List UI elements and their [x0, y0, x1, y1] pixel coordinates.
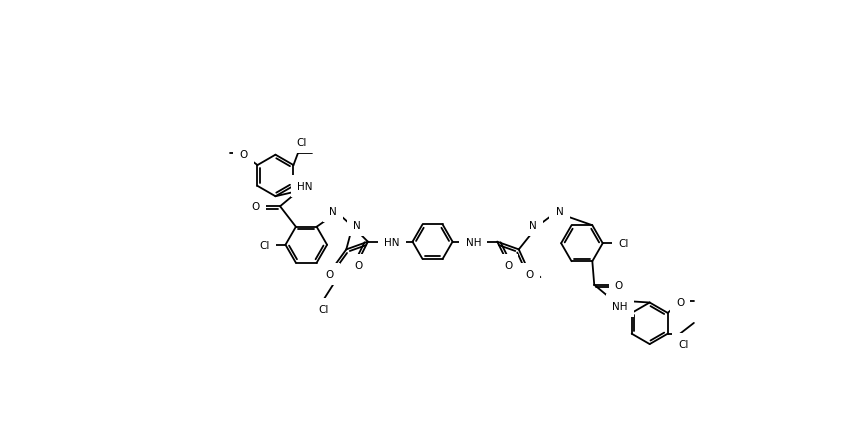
Text: O: O: [354, 260, 363, 270]
Text: HN: HN: [297, 182, 312, 192]
Text: N: N: [329, 206, 337, 216]
Text: O: O: [676, 298, 684, 307]
Text: NH: NH: [466, 237, 481, 247]
Text: Cl: Cl: [678, 340, 689, 350]
Text: Cl: Cl: [259, 240, 270, 250]
Text: Cl: Cl: [296, 138, 306, 147]
Text: HN: HN: [384, 237, 399, 247]
Text: O: O: [325, 269, 333, 280]
Text: N: N: [354, 220, 361, 230]
Text: N: N: [555, 206, 564, 216]
Text: O: O: [240, 150, 248, 160]
Text: O: O: [526, 269, 533, 280]
Text: O: O: [614, 280, 623, 290]
Text: NH: NH: [612, 301, 627, 311]
Text: O: O: [504, 260, 512, 270]
Text: N: N: [529, 220, 537, 230]
Text: O: O: [252, 202, 260, 212]
Text: Cl: Cl: [318, 305, 328, 315]
Text: Cl: Cl: [619, 239, 629, 249]
